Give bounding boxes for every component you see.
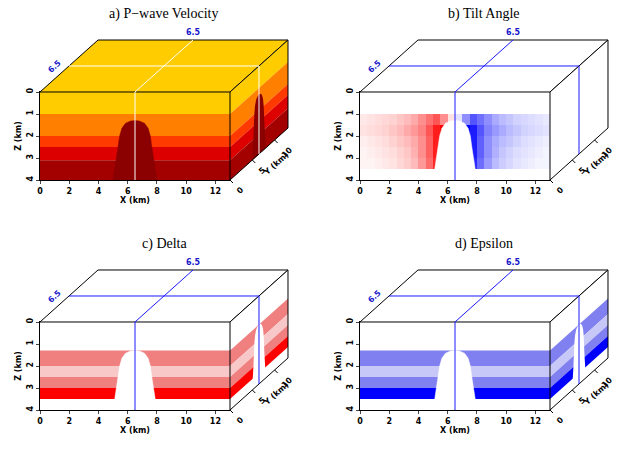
svg-text:0: 0 — [555, 415, 565, 426]
svg-text:Z (km): Z (km) — [334, 121, 343, 151]
svg-text:6.5: 6.5 — [186, 258, 201, 267]
svg-text:10: 10 — [600, 145, 615, 159]
svg-text:0: 0 — [26, 88, 35, 94]
svg-text:6.5: 6.5 — [506, 28, 521, 37]
svg-text:X (km): X (km) — [120, 426, 150, 435]
svg-text:1: 1 — [26, 110, 35, 116]
svg-text:12: 12 — [210, 417, 221, 426]
svg-text:5: 5 — [257, 165, 267, 176]
svg-text:10: 10 — [600, 375, 615, 389]
svg-text:0: 0 — [346, 88, 355, 94]
svg-text:10: 10 — [501, 417, 513, 426]
svg-text:8: 8 — [474, 417, 480, 426]
svg-text:4: 4 — [96, 417, 102, 426]
svg-text:Y (km): Y (km) — [262, 380, 291, 407]
svg-text:6: 6 — [125, 187, 131, 196]
svg-text:2: 2 — [66, 417, 72, 426]
svg-text:Y (km): Y (km) — [262, 150, 291, 177]
svg-text:2: 2 — [26, 362, 35, 368]
svg-text:12: 12 — [530, 187, 541, 196]
svg-text:b) Tilt Angle: b) Tilt Angle — [448, 6, 520, 22]
svg-text:0: 0 — [346, 318, 355, 324]
svg-text:6.5: 6.5 — [46, 58, 63, 74]
svg-text:2: 2 — [66, 187, 72, 196]
svg-text:2: 2 — [346, 132, 355, 138]
svg-text:X (km): X (km) — [440, 196, 470, 205]
svg-text:6: 6 — [445, 187, 451, 196]
svg-text:1: 1 — [26, 340, 35, 346]
svg-text:d) Epsilon: d) Epsilon — [455, 236, 513, 252]
svg-text:6.5: 6.5 — [46, 288, 63, 304]
svg-text:0: 0 — [37, 417, 43, 426]
svg-text:Z (km): Z (km) — [14, 351, 23, 381]
svg-text:4: 4 — [416, 187, 422, 196]
svg-text:4: 4 — [96, 187, 102, 196]
svg-text:0: 0 — [37, 187, 43, 196]
svg-text:10: 10 — [280, 375, 295, 389]
svg-text:8: 8 — [474, 187, 480, 196]
svg-text:10: 10 — [280, 145, 295, 159]
svg-text:0: 0 — [357, 187, 363, 196]
svg-text:6: 6 — [445, 417, 451, 426]
svg-text:6: 6 — [125, 417, 131, 426]
svg-text:a) P−wave Velocity: a) P−wave Velocity — [109, 6, 219, 22]
svg-text:0: 0 — [555, 185, 565, 196]
svg-text:Y (km): Y (km) — [582, 150, 611, 177]
svg-text:c) Delta: c) Delta — [142, 236, 187, 252]
svg-text:0: 0 — [357, 417, 363, 426]
svg-text:6.5: 6.5 — [366, 58, 383, 74]
svg-text:5: 5 — [577, 165, 587, 176]
svg-text:2: 2 — [386, 417, 392, 426]
svg-text:2: 2 — [26, 132, 35, 138]
svg-text:6.5: 6.5 — [186, 28, 201, 37]
svg-text:Y (km): Y (km) — [582, 380, 611, 407]
svg-text:8: 8 — [154, 417, 160, 426]
svg-text:6.5: 6.5 — [506, 258, 521, 267]
svg-text:X (km): X (km) — [120, 196, 150, 205]
svg-text:0: 0 — [235, 185, 245, 196]
svg-text:10: 10 — [181, 187, 193, 196]
svg-text:10: 10 — [501, 187, 513, 196]
svg-text:12: 12 — [210, 187, 221, 196]
svg-text:8: 8 — [154, 187, 160, 196]
svg-text:3: 3 — [26, 384, 35, 390]
svg-text:3: 3 — [26, 154, 35, 160]
svg-text:Z (km): Z (km) — [334, 351, 343, 381]
svg-text:2: 2 — [386, 187, 392, 196]
svg-text:12: 12 — [530, 417, 541, 426]
svg-text:Z (km): Z (km) — [14, 121, 23, 151]
svg-text:5: 5 — [257, 395, 267, 406]
svg-text:3: 3 — [346, 154, 355, 160]
svg-text:2: 2 — [346, 362, 355, 368]
svg-text:1: 1 — [346, 340, 355, 346]
svg-text:5: 5 — [577, 395, 587, 406]
svg-text:3: 3 — [346, 384, 355, 390]
svg-text:4: 4 — [416, 417, 422, 426]
svg-text:4: 4 — [346, 176, 355, 182]
svg-text:1: 1 — [346, 110, 355, 116]
svg-text:0: 0 — [235, 415, 245, 426]
svg-text:0: 0 — [26, 318, 35, 324]
svg-text:X (km): X (km) — [440, 426, 470, 435]
svg-text:4: 4 — [346, 406, 355, 412]
svg-text:4: 4 — [26, 406, 35, 412]
svg-text:4: 4 — [26, 176, 35, 182]
svg-text:6.5: 6.5 — [366, 288, 383, 304]
svg-text:10: 10 — [181, 417, 193, 426]
